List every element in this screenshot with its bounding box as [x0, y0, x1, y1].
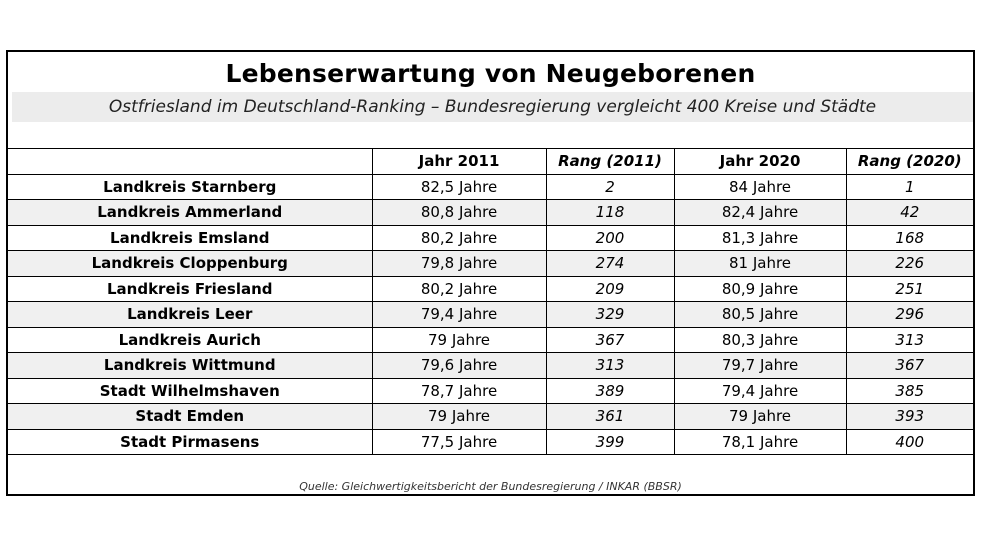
life-expectancy-2011: 80,2 Jahre	[371, 275, 546, 302]
header-year-2020: Jahr 2020	[673, 148, 846, 175]
life-expectancy-2020: 79 Jahre	[673, 403, 846, 430]
ranking-table: Jahr 2011 Rang (2011) Jahr 2020 Rang (20…	[8, 148, 973, 455]
life-expectancy-2020: 82,4 Jahre	[673, 199, 846, 226]
life-expectancy-2011: 77,5 Jahre	[371, 428, 546, 455]
rank-2011: 361	[545, 403, 674, 430]
life-expectancy-2020: 78,1 Jahre	[673, 428, 846, 455]
region-name: Landkreis Aurich	[8, 326, 372, 353]
rank-2020: 400	[845, 428, 973, 455]
region-name: Landkreis Leer	[8, 301, 372, 328]
rank-2011: 274	[545, 250, 674, 277]
life-expectancy-2020: 80,3 Jahre	[673, 326, 846, 353]
source-note: Quelle: Gleichwertigkeitsbericht der Bun…	[299, 480, 682, 493]
table-row: Stadt Wilhelmshaven 78,7 Jahre 389 79,4 Jah…	[8, 377, 973, 404]
life-expectancy-2020: 79,7 Jahre	[673, 352, 846, 379]
life-expectancy-2011: 80,8 Jahre	[371, 199, 546, 226]
table-row: Landkreis Emsland 80,2 Jahre 200 81,3 Jahre…	[8, 224, 973, 251]
life-expectancy-2020: 79,4 Jahre	[673, 377, 846, 404]
table-row: Landkreis Wittmund 79,6 Jahre 313 79,7 Jahr…	[8, 352, 973, 379]
rank-2020: 251	[845, 275, 973, 302]
life-expectancy-2020: 81,3 Jahre	[673, 224, 846, 251]
subtitle-band: Ostfriesland im Deutschland-Ranking – Bu…	[12, 92, 973, 122]
header-year-2011: Jahr 2011	[371, 148, 546, 175]
rank-2011: 329	[545, 301, 674, 328]
life-expectancy-2011: 79,8 Jahre	[371, 250, 546, 277]
life-expectancy-2020: 80,9 Jahre	[673, 275, 846, 302]
life-expectancy-2011: 80,2 Jahre	[371, 224, 546, 251]
life-expectancy-2011: 79 Jahre	[371, 403, 546, 430]
rank-2011: 367	[545, 326, 674, 353]
region-name: Stadt Emden	[8, 403, 372, 430]
header-rank-2020: Rang (2020)	[845, 148, 973, 175]
region-name: Stadt Pirmasens	[8, 428, 372, 455]
life-expectancy-2020: 84 Jahre	[673, 173, 846, 200]
table-frame: Lebenserwartung von Neugeborenen Ostfrie…	[6, 50, 975, 496]
rank-2011: 200	[545, 224, 674, 251]
region-name: Landkreis Wittmund	[8, 352, 372, 379]
table-row: Landkreis Ammerland 80,8 Jahre 118 82,4 Jah…	[8, 199, 973, 226]
region-name: Landkreis Ammerland	[8, 199, 372, 226]
rank-2011: 118	[545, 199, 674, 226]
life-expectancy-2020: 81 Jahre	[673, 250, 846, 277]
region-name: Landkreis Friesland	[8, 275, 372, 302]
life-expectancy-2011: 79,4 Jahre	[371, 301, 546, 328]
table-row: Stadt Emden 79 Jahre 361 79 Jahre 393	[8, 403, 973, 430]
table-body: Landkreis Starnberg 82,5 Jahre 2 84 Jahre 1 L…	[8, 173, 973, 455]
region-name: Landkreis Emsland	[8, 224, 372, 251]
table-row: Landkreis Friesland 80,2 Jahre 209 80,9 Jah…	[8, 275, 973, 302]
rank-2020: 393	[845, 403, 973, 430]
rank-2020: 226	[845, 250, 973, 277]
rank-2011: 2	[545, 173, 674, 200]
life-expectancy-2011: 82,5 Jahre	[371, 173, 546, 200]
header-row: Jahr 2011 Rang (2011) Jahr 2020 Rang (20…	[8, 148, 973, 175]
table-row: Landkreis Cloppenburg 79,8 Jahre 274 81 Jah…	[8, 250, 973, 277]
rank-2011: 399	[545, 428, 674, 455]
rank-2020: 168	[845, 224, 973, 251]
region-name: Landkreis Cloppenburg	[8, 250, 372, 277]
table-row: Landkreis Starnberg 82,5 Jahre 2 84 Jahre 1	[8, 173, 973, 200]
rank-2011: 313	[545, 352, 674, 379]
life-expectancy-2011: 79 Jahre	[371, 326, 546, 353]
rank-2020: 385	[845, 377, 973, 404]
life-expectancy-2011: 78,7 Jahre	[371, 377, 546, 404]
rank-2020: 367	[845, 352, 973, 379]
subtitle: Ostfriesland im Deutschland-Ranking – Bu…	[108, 97, 877, 117]
life-expectancy-2011: 79,6 Jahre	[371, 352, 546, 379]
rank-2020: 42	[845, 199, 973, 226]
header-region	[8, 148, 372, 175]
header-rank-2011: Rang (2011)	[545, 148, 674, 175]
life-expectancy-2020: 80,5 Jahre	[673, 301, 846, 328]
rank-2011: 389	[545, 377, 674, 404]
table-row: Landkreis Aurich 79 Jahre 367 80,3 Jahre 313	[8, 326, 973, 353]
region-name: Landkreis Starnberg	[8, 173, 372, 200]
rank-2020: 296	[845, 301, 973, 328]
rank-2020: 1	[845, 173, 973, 200]
region-name: Stadt Wilhelmshaven	[8, 377, 372, 404]
page-title: Lebenserwartung von Neugeborenen	[225, 59, 756, 88]
rank-2020: 313	[845, 326, 973, 353]
table-row: Landkreis Leer 79,4 Jahre 329 80,5 Jahre 296	[8, 301, 973, 328]
table-row: Stadt Pirmasens 77,5 Jahre 399 78,1 Jahre 40…	[8, 428, 973, 455]
rank-2011: 209	[545, 275, 674, 302]
